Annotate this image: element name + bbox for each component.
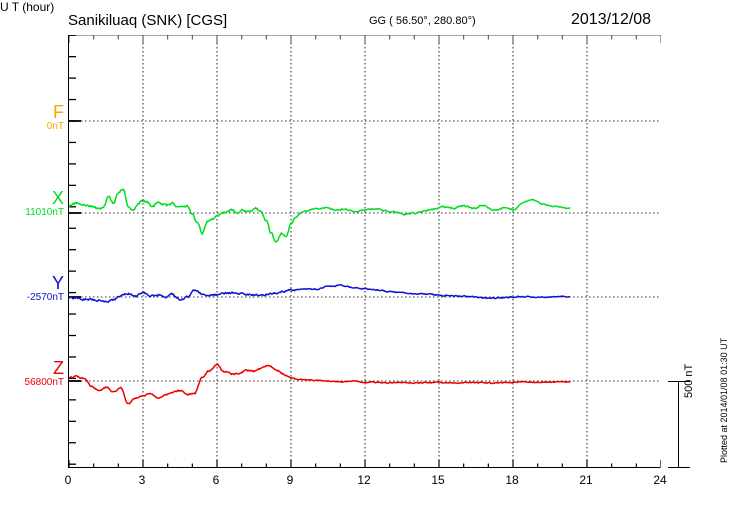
x-axis-title: U T (hour) (0, 0, 55, 14)
trace-Z (69, 363, 571, 405)
x-tick-label-6: 6 (212, 473, 220, 487)
magnetogram-traces (69, 35, 661, 468)
component-baseline-Z: 56800nT (24, 377, 64, 388)
x-tick-label-12: 12 (357, 473, 371, 487)
trace-X (69, 188, 571, 243)
component-baseline-F: 0nT (46, 121, 64, 132)
component-label-F: F 0nT (46, 102, 64, 133)
component-symbol-F: F (53, 102, 64, 122)
component-symbol-X: X (51, 188, 64, 208)
x-tick-label-9: 9 (286, 473, 294, 487)
component-label-X: X 11010nT (25, 188, 64, 219)
component-baseline-Y: -2570nT (26, 292, 64, 303)
x-tick-label-24: 24 (653, 473, 667, 487)
scale-bar-bottom-cap (668, 466, 690, 468)
x-tick-label-3: 3 (138, 473, 146, 487)
trace-Y (69, 284, 571, 304)
x-tick-label-18: 18 (505, 473, 519, 487)
plotted-timestamp: Plotted at 2014/01/08 01:30 UT (719, 337, 729, 463)
scale-bar-label: 500 nT (683, 363, 695, 398)
component-baseline-X: 11010nT (25, 207, 64, 218)
x-tick-label-15: 15 (431, 473, 445, 487)
observation-date: 2013/12/08 (571, 11, 652, 28)
scale-bar (668, 381, 690, 468)
component-label-Y: Y -2570nT (26, 273, 64, 304)
component-symbol-Z: Z (53, 358, 64, 378)
scale-bar-line (678, 381, 680, 468)
plot-frame (68, 35, 661, 468)
geographic-coordinates-label: GG ( 56.50°, 280.80°) (369, 15, 476, 27)
component-label-Z: Z 56800nT (24, 358, 64, 389)
x-tick-label-21: 21 (579, 473, 593, 487)
station-title: Sanikiluaq (SNK) [CGS] (68, 12, 228, 29)
component-symbol-Y: Y (51, 273, 64, 293)
x-tick-label-0: 0 (64, 473, 72, 487)
